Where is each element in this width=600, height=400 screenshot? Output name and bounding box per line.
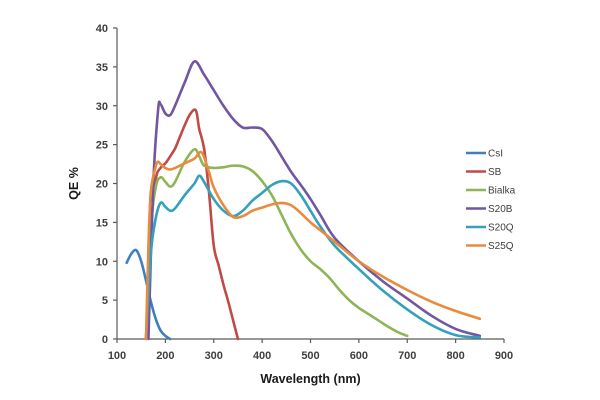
legend-item-s25q: S25Q: [466, 241, 514, 252]
legend-label: CsI: [488, 149, 503, 160]
x-tick-label: 900: [495, 350, 513, 362]
y-axis-title: QE %: [67, 167, 81, 200]
y-tick-label: 10: [96, 256, 108, 268]
y-tick-label: 15: [96, 217, 108, 229]
legend-label: SB: [488, 167, 502, 178]
legend-label: S20Q: [488, 223, 514, 234]
y-tick-label: 5: [102, 295, 108, 307]
x-tick-label: 500: [301, 350, 319, 362]
legend-item-s20q: S20Q: [466, 223, 514, 234]
legend-label: Bialka: [488, 186, 516, 197]
y-tick-label: 25: [96, 140, 108, 152]
y-tick-label: 20: [96, 179, 108, 191]
x-axis-title: Wavelength (nm): [260, 372, 360, 386]
x-tick-label: 100: [108, 350, 126, 362]
x-tick-label: 400: [253, 350, 271, 362]
y-tick-label: 30: [96, 101, 108, 113]
y-tick-label: 35: [96, 62, 108, 74]
x-tick-label: 800: [446, 350, 464, 362]
x-tick-label: 200: [156, 350, 174, 362]
legend-label: S20B: [488, 204, 513, 215]
legend-item-csi: CsI: [466, 149, 503, 160]
series-line-s20b: [147, 60, 482, 341]
y-tick-label: 0: [102, 334, 108, 346]
legend-item-s20b: S20B: [466, 204, 513, 215]
series-group: [125, 60, 482, 341]
x-tick-label: 300: [205, 350, 223, 362]
x-ticks: 100 200 300 400 500 600 700 800 900: [108, 339, 513, 362]
series-line-sb: [144, 108, 240, 341]
plot-area: 0 5 10 15 20 25 30 35 40 100 200 300 400 500 600 700 80…: [96, 23, 513, 362]
x-tick-label: 600: [350, 350, 368, 362]
y-tick-label: 40: [96, 23, 108, 35]
series-line-bialka: [144, 147, 409, 341]
legend-label: S25Q: [488, 241, 514, 252]
legend: CsI SB Bialka S20B S20Q S25Q: [466, 149, 516, 252]
x-tick-label: 700: [398, 350, 416, 362]
legend-item-bialka: Bialka: [466, 186, 516, 197]
y-ticks: 0 5 10 15 20 25 30 35 40: [96, 23, 117, 346]
legend-item-sb: SB: [466, 167, 502, 178]
series-line-s25q: [144, 150, 482, 341]
series-line-s20q: [144, 174, 482, 341]
